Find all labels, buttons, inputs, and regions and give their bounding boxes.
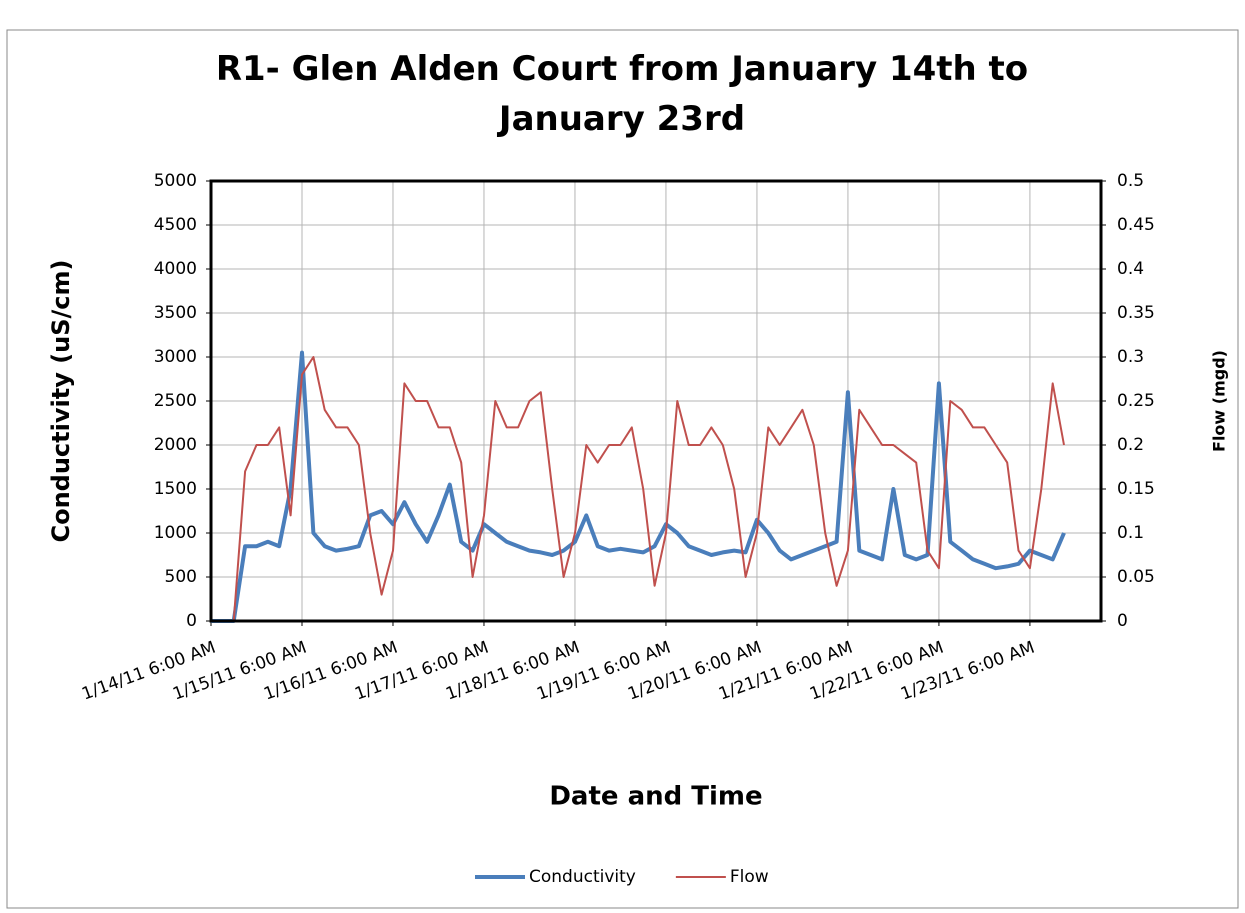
y-tick-label: 500	[165, 567, 197, 587]
plot-border	[209, 179, 1103, 623]
y2-tick-label: 0.45	[1117, 215, 1155, 235]
y-tick-label: 3500	[154, 303, 197, 323]
legend-label: Conductivity	[529, 867, 636, 887]
y2-tick-label: 0.3	[1117, 347, 1144, 367]
y2-axis-label: Flow (mgd)	[1210, 350, 1229, 452]
y2-tick-label: 0.25	[1117, 391, 1155, 411]
y-tick-label: 0	[186, 611, 197, 631]
y-tick-label: 1000	[154, 523, 197, 543]
y2-tick-label: 0.5	[1117, 171, 1144, 191]
chart-title: R1- Glen Alden Court from January 14th t…	[216, 49, 1028, 139]
y2-tick-label: 0.1	[1117, 523, 1144, 543]
y-axis-label: Conductivity (uS/cm)	[47, 259, 75, 542]
y-tick-label: 4500	[154, 215, 197, 235]
y2-tick-label: 0.2	[1117, 435, 1144, 455]
y2-tick-label: 0.05	[1117, 567, 1155, 587]
y2-tick-label: 0.15	[1117, 479, 1155, 499]
y-tick-label: 2000	[154, 435, 197, 455]
series-line	[211, 356, 1065, 622]
series-line	[211, 350, 1066, 623]
y-tick-label: 2500	[154, 391, 197, 411]
chart-frame	[6, 29, 1239, 909]
y-tick-label: 3000	[154, 347, 197, 367]
y-tick-label: 1500	[154, 479, 197, 499]
y2-tick-label: 0	[1117, 611, 1128, 631]
y2-tick-label: 0.4	[1117, 259, 1144, 279]
y-tick-label: 5000	[154, 171, 197, 191]
x-axis-label: Date and Time	[549, 782, 762, 812]
y2-tick-label: 0.35	[1117, 303, 1155, 323]
legend-label: Flow	[730, 867, 769, 887]
y-tick-label: 4000	[154, 259, 197, 279]
